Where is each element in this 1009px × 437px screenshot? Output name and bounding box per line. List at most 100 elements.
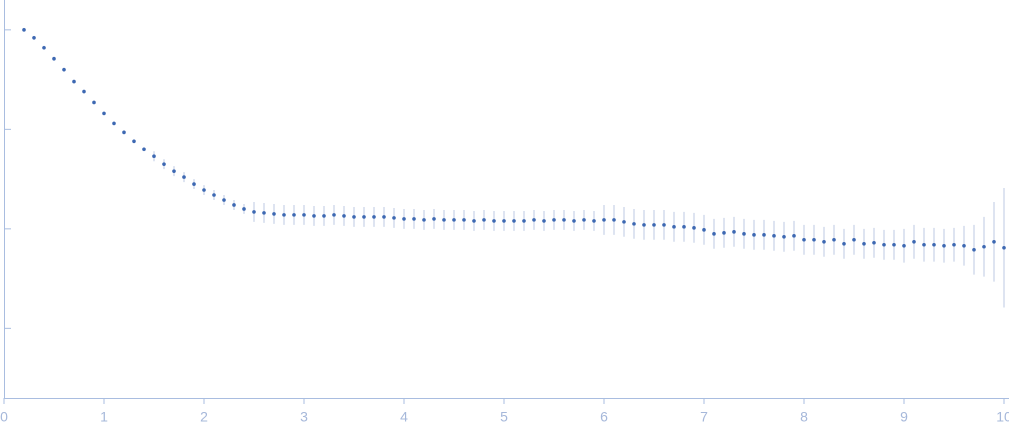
data-point: [692, 226, 696, 230]
data-point: [332, 213, 336, 217]
data-point: [662, 223, 666, 227]
x-tick-label: 1: [100, 409, 108, 425]
data-point: [772, 234, 776, 238]
data-point: [362, 215, 366, 219]
data-point: [72, 79, 76, 84]
data-point: [712, 232, 716, 236]
data-point: [622, 220, 626, 224]
data-point: [132, 139, 136, 144]
data-point: [422, 218, 426, 222]
data-point: [372, 215, 376, 219]
data-point: [282, 213, 286, 217]
data-point: [402, 217, 406, 221]
data-point: [22, 28, 26, 32]
data-point: [762, 233, 766, 237]
data-point: [872, 240, 876, 245]
data-point: [822, 239, 826, 244]
x-tick-label: 7: [700, 409, 708, 425]
data-point: [542, 219, 546, 223]
data-point: [222, 198, 226, 202]
data-point: [292, 213, 296, 217]
data-point: [212, 193, 216, 197]
data-point: [392, 216, 396, 220]
data-point: [122, 130, 126, 135]
data-point: [182, 175, 186, 179]
data-point: [522, 219, 526, 223]
data-point: [912, 239, 916, 244]
data-point: [892, 242, 896, 247]
data-point: [842, 241, 846, 246]
data-point: [42, 45, 46, 50]
data-point: [462, 218, 466, 222]
data-point: [112, 121, 116, 126]
data-point: [352, 215, 356, 219]
data-point: [832, 237, 836, 242]
data-point: [962, 243, 966, 248]
data-point: [552, 218, 556, 222]
data-point: [612, 218, 616, 222]
data-point: [902, 243, 906, 248]
data-point: [792, 234, 796, 238]
data-point: [412, 217, 416, 221]
data-point: [602, 218, 606, 222]
data-point: [52, 56, 56, 61]
data-point: [252, 210, 256, 214]
data-point: [442, 218, 446, 222]
data-point: [322, 214, 326, 218]
x-tick-label: 3: [300, 409, 308, 425]
data-point: [942, 243, 946, 248]
data-point: [302, 213, 306, 217]
data-point: [242, 207, 246, 211]
data-point: [982, 244, 986, 249]
data-point: [722, 231, 726, 235]
data-point: [502, 219, 506, 223]
data-point: [482, 218, 486, 222]
data-point: [582, 218, 586, 222]
data-point: [992, 239, 996, 244]
data-point: [232, 203, 236, 207]
data-point: [702, 228, 706, 232]
x-tick-label: 9: [900, 409, 908, 425]
data-point: [592, 219, 596, 223]
data-point: [562, 218, 566, 222]
data-point: [342, 214, 346, 218]
data-point: [432, 217, 436, 221]
data-point: [32, 36, 36, 40]
data-point: [882, 242, 886, 247]
data-point: [162, 162, 166, 166]
data-point: [272, 212, 276, 216]
data-point: [102, 111, 106, 116]
x-tick-label: 2: [200, 409, 208, 425]
x-tick-label: 0: [0, 409, 8, 425]
x-tick-label: 6: [600, 409, 608, 425]
data-point: [682, 225, 686, 229]
data-point: [172, 169, 176, 173]
data-point: [82, 89, 86, 94]
x-tick-label: 4: [400, 409, 408, 425]
data-point: [852, 237, 856, 242]
data-point: [652, 223, 656, 227]
data-point: [782, 235, 786, 239]
data-point: [572, 219, 576, 223]
data-point: [972, 247, 976, 252]
data-point: [632, 222, 636, 226]
data-point: [752, 233, 756, 237]
data-point: [672, 225, 676, 229]
x-tick-label: 8: [800, 409, 808, 425]
data-point: [952, 242, 956, 247]
data-point: [192, 182, 196, 186]
data-point: [862, 241, 866, 246]
data-point: [812, 237, 816, 242]
data-point: [262, 211, 266, 215]
data-point: [152, 154, 156, 159]
data-point: [92, 100, 96, 105]
data-point: [932, 242, 936, 247]
data-point: [1002, 245, 1006, 250]
data-point: [742, 232, 746, 236]
data-point: [62, 67, 66, 72]
x-tick-label: 5: [500, 409, 508, 425]
data-point: [472, 219, 476, 223]
data-point: [312, 214, 316, 218]
data-point: [532, 218, 536, 222]
